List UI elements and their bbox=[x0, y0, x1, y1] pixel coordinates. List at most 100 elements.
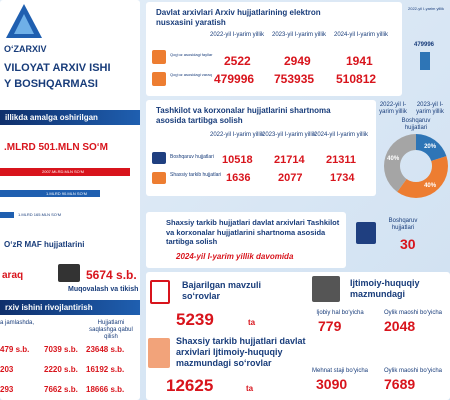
cell: 479 s.b. bbox=[0, 345, 30, 354]
value: 753935 bbox=[274, 72, 315, 86]
label: Ijobiy hal bo‘yicha bbox=[316, 310, 364, 316]
table-header: Hujjatlarni saqlashga qabul qilish bbox=[89, 320, 133, 340]
unit: ta bbox=[246, 384, 254, 393]
cell: 18666 s.b. bbox=[86, 385, 125, 394]
label: Oylik maoshi bo‘yicha bbox=[383, 310, 443, 316]
panel bbox=[146, 2, 402, 96]
icon bbox=[312, 276, 340, 302]
value: 2949 bbox=[284, 54, 311, 68]
bar-label: 1.MLRD 165.MLN SO‘M bbox=[18, 212, 62, 217]
band: illikda amalga oshirilgan bbox=[0, 110, 140, 125]
unit: ta bbox=[248, 318, 256, 327]
donut-chart: 20% 40% 40% bbox=[384, 134, 448, 198]
value: 479996 bbox=[414, 42, 435, 48]
value: 779 bbox=[318, 318, 342, 334]
left-panel bbox=[0, 0, 140, 400]
icon bbox=[148, 338, 170, 368]
legend: 2022-yil I-yarim yillik bbox=[408, 6, 445, 11]
value: 30 bbox=[400, 236, 416, 252]
value: 21714 bbox=[274, 154, 305, 166]
bar bbox=[420, 52, 430, 70]
table-header: a jamlashda, bbox=[0, 320, 35, 326]
icon bbox=[152, 72, 166, 86]
column-header: 2023-yil I-yarim yillik bbox=[272, 32, 327, 38]
cell: 293 bbox=[0, 385, 14, 394]
row-label: Qog‘oz asosidagi varaq bbox=[170, 72, 212, 77]
cell: 23648 s.b. bbox=[86, 345, 125, 354]
value: 1734 bbox=[330, 172, 355, 184]
value: 2077 bbox=[278, 172, 303, 184]
label: Shaxsiy tarkib hujjatlari davlat arxivla… bbox=[176, 336, 306, 368]
value: 3090 bbox=[316, 376, 348, 392]
donut-slice bbox=[397, 156, 448, 198]
value: 1636 bbox=[226, 172, 251, 184]
pie-title: Boshqaruv hujjatlari bbox=[401, 118, 431, 131]
bar bbox=[0, 190, 100, 197]
row-label: Qog‘oz asosidagi fayllar bbox=[170, 52, 213, 57]
total: .MLRD 501.MLN SO‘M bbox=[4, 142, 108, 153]
section-title: O‘zR MAF hujjatlarini bbox=[4, 240, 85, 249]
logo-text: O‘ZARXIV bbox=[4, 44, 47, 54]
slice-label: 20% bbox=[424, 144, 437, 150]
panel bbox=[146, 272, 450, 400]
legend: 2022-yil I-yarim yillik bbox=[379, 102, 407, 115]
label: Mehnat staji bo‘yicha bbox=[311, 368, 369, 374]
cell: 2220 s.b. bbox=[44, 365, 78, 374]
slice-label: 40% bbox=[424, 183, 437, 189]
label: Bajarilgan mavzuli so‘rovlar bbox=[182, 280, 262, 301]
legend: 2023-yil I-yarim yillik bbox=[416, 102, 444, 115]
title: VILOYAT ARXIV ISHI bbox=[4, 62, 111, 74]
label: Ijtimoiy-huquqiy mazmundagi bbox=[350, 278, 420, 299]
value: 510812 bbox=[336, 72, 377, 86]
icon bbox=[152, 172, 166, 184]
section-title: Shaxsiy tarkib hujjatlari davlat arxivla… bbox=[166, 218, 340, 246]
band: rxiv ishini rivojlantirish bbox=[0, 300, 140, 315]
value: 5239 bbox=[176, 310, 214, 329]
row-label: Boshqaruv hujjatlari bbox=[170, 154, 214, 160]
section-title: Tashkilot va korxonalar hujjatlarini sha… bbox=[156, 106, 331, 125]
icon bbox=[150, 280, 170, 304]
value: 2048 bbox=[384, 318, 416, 334]
value: 5674 s.b. bbox=[86, 268, 137, 282]
icon bbox=[152, 50, 166, 64]
cell: 7662 s.b. bbox=[44, 385, 78, 394]
logo-icon bbox=[6, 4, 42, 38]
text: araq bbox=[2, 270, 24, 281]
value: 2522 bbox=[224, 54, 251, 68]
element bbox=[14, 14, 34, 34]
value: 10518 bbox=[222, 154, 253, 166]
bar bbox=[0, 168, 130, 176]
column-header: 2024-yil I-yarim yillik bbox=[314, 132, 369, 138]
panel bbox=[146, 100, 376, 196]
bar-label: 2007.MLRD.MLN SO‘M bbox=[42, 169, 85, 174]
book-icon bbox=[58, 264, 80, 282]
panel bbox=[146, 212, 346, 268]
row-label: Shaxsiy tarkib hujjatlari bbox=[170, 172, 222, 178]
value: 7689 bbox=[384, 376, 416, 392]
bar-label: 1.MLRD 90.MLN SO‘M bbox=[46, 191, 87, 196]
column-header: 2022-yil I-yarim yillik bbox=[210, 132, 265, 138]
value: 12625 bbox=[166, 376, 214, 395]
column-header: 2024-yil I-yarim yillik bbox=[334, 32, 389, 38]
label: Oylik maoshi bo‘yicha bbox=[383, 368, 443, 374]
title: Y BOSHQARMASI bbox=[4, 78, 98, 90]
column-header: 2023-yil I-yarim yillik bbox=[262, 132, 317, 138]
value: 479996 bbox=[214, 72, 255, 86]
column-header: 2022-yil I-yarim yillik bbox=[210, 32, 265, 38]
bar bbox=[0, 212, 14, 218]
value: 1941 bbox=[346, 54, 373, 68]
period: 2024-yil I-yarim yillik davomida bbox=[176, 252, 294, 261]
cell: 203 bbox=[0, 365, 14, 374]
section-title: Davlat arxivlari Arxiv hujjatlarining el… bbox=[156, 8, 321, 27]
donut-slice bbox=[384, 134, 416, 192]
donut-slice bbox=[416, 134, 447, 162]
cell: 7039 s.b. bbox=[44, 345, 78, 354]
icon bbox=[356, 222, 376, 244]
caption: Muqovalash va tikish bbox=[68, 286, 139, 293]
label: Boshqaruv hujjatlari bbox=[388, 218, 418, 231]
slice-label: 40% bbox=[387, 156, 400, 162]
icon bbox=[152, 152, 166, 164]
cell: 16192 s.b. bbox=[86, 365, 125, 374]
value: 21311 bbox=[326, 154, 356, 166]
